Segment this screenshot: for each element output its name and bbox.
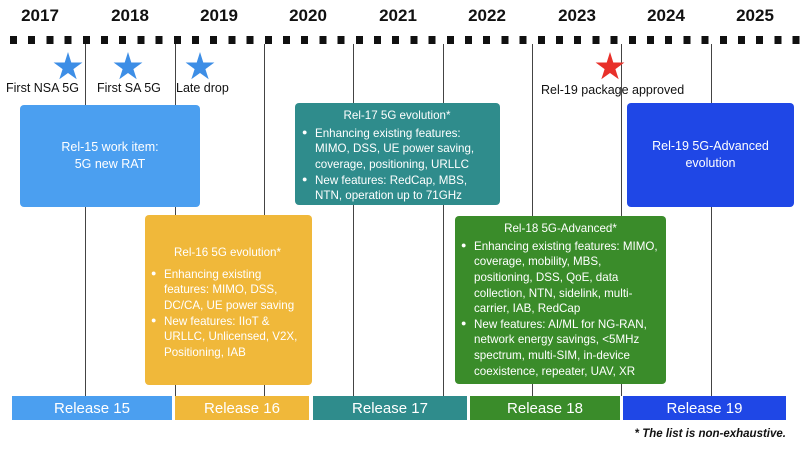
rel16-bullet: New features: IIoT & URLLC, Unlicensed, … [151,314,304,361]
timeline-axis [10,36,800,44]
rel18-bullet-list: Enhancing existing features: MIMO, cover… [461,239,660,380]
milestone-label: First SA 5G [97,81,161,95]
rel18-title: Rel-18 5G-Advanced* [504,222,617,235]
year-divider [443,44,444,396]
rel17-bullet-list: Enhancing existing features: MIMO, DSS, … [302,126,492,204]
year-label: 2021 [379,6,417,25]
year-label: 2024 [647,6,685,25]
release-bar-16: Release 16 [175,396,309,420]
rel16-bullet: Enhancing existing features: MIMO, DSS, … [151,267,304,314]
rel17-bullet: New features: RedCap, MBS, NTN, operatio… [302,173,492,204]
milestone-label: Late drop [176,81,229,95]
release-bar-17: Release 17 [313,396,467,420]
milestone-label: First NSA 5G [6,81,79,95]
year-label: 2020 [289,6,327,25]
release-bar-18: Release 18 [470,396,620,420]
rel18-bullet: Enhancing existing features: MIMO, cover… [461,239,660,317]
rel16-title: Rel-16 5G evolution* [174,246,281,259]
rel18-bullet: New features: AI/ML for NG-RAN, network … [461,317,660,380]
rel19-line: Rel-19 5G-Advanced [652,139,769,154]
release-bar-19: Release 19 [623,396,786,420]
year-divider [353,44,354,396]
rel16-box: Rel-16 5G evolution* Enhancing existing … [145,215,312,385]
rel16-bullet-list: Enhancing existing features: MIMO, DSS, … [151,267,304,361]
year-divider [85,44,86,396]
rel17-title: Rel-17 5G evolution* [343,109,451,122]
footnote: * The list is non-exhaustive. [634,428,786,440]
rel17-box: Rel-17 5G evolution* Enhancing existing … [295,103,500,205]
year-label: 2019 [200,6,238,25]
year-label: 2017 [21,6,59,25]
year-divider [711,44,712,396]
rel15-box: Rel-15 work item: 5G new RAT [20,105,200,207]
year-label: 2023 [558,6,596,25]
rel18-box: Rel-18 5G-Advanced* Enhancing existing f… [455,216,666,384]
year-label: 2022 [468,6,506,25]
rel15-line: 5G new RAT [74,157,146,171]
year-label: 2018 [111,6,149,25]
rel19-line: evolution [685,156,736,170]
rel19-box: Rel-19 5G-Advanced evolution [627,103,794,207]
star-icon [53,52,83,80]
rel17-bullet: Enhancing existing features: MIMO, DSS, … [302,126,492,173]
release-bar-15: Release 15 [12,396,172,420]
milestone-label: Rel-19 package approved [541,83,685,97]
star-icon [113,52,143,80]
year-label: 2025 [736,6,774,25]
star-icon [185,52,215,80]
rel15-line: Rel-15 work item: [61,140,159,155]
